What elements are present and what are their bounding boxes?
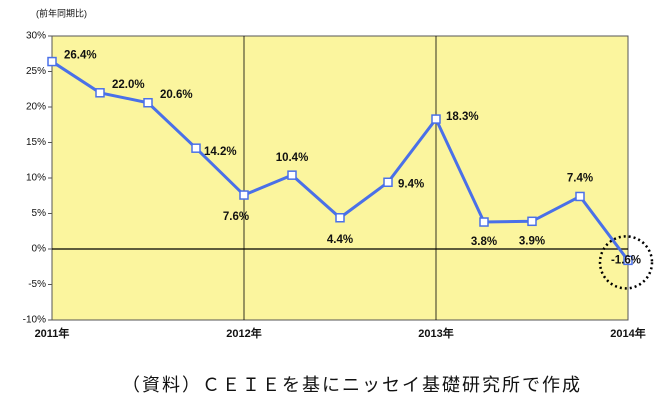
y-tick-label: 25% (26, 66, 46, 77)
point-marker (287, 170, 297, 180)
value-label: 20.6% (160, 89, 193, 101)
y-axis-label: (前年同期比) (36, 7, 87, 18)
x-tick-label: 2013年 (418, 326, 453, 340)
value-label: 22.0% (112, 79, 145, 91)
value-label: 3.9% (519, 235, 545, 247)
value-label: 14.2% (204, 146, 237, 158)
point-marker (143, 97, 153, 108)
value-label: 3.8% (471, 236, 497, 248)
y-tick-label: -10% (23, 315, 46, 326)
y-tick-label: 0% (32, 244, 47, 255)
caption: （資料）ＣＥＩＥを基にニッセイ基礎研究所で作成 (122, 375, 582, 395)
value-label: -1.6% (611, 254, 641, 266)
point-marker (335, 213, 345, 223)
plot-area (51, 35, 629, 321)
point-marker (431, 114, 441, 124)
point-marker (239, 190, 249, 200)
y-tick-label: 5% (32, 208, 47, 219)
x-tick-label: 2011年 (35, 326, 70, 340)
y-tick-label: -5% (28, 279, 46, 290)
y-tick-label: 15% (26, 137, 46, 148)
point-marker (191, 143, 201, 153)
value-label: 26.4% (64, 50, 97, 62)
value-label: 4.4% (327, 234, 353, 246)
value-label: 7.6% (223, 211, 249, 223)
value-label: 9.4% (398, 178, 424, 190)
y-tick-label: 10% (26, 173, 46, 184)
value-label: 10.4% (276, 152, 309, 164)
point-marker (575, 191, 585, 202)
value-label: 18.3% (446, 111, 479, 123)
point-marker (527, 216, 537, 227)
y-tick-label: 20% (26, 102, 46, 113)
x-tick-label: 2014年 (610, 326, 645, 340)
point-marker (383, 177, 393, 188)
highlight-circle (598, 235, 654, 290)
point-marker (623, 255, 633, 266)
value-label: 7.4% (567, 172, 593, 184)
point-marker (47, 56, 57, 67)
point-marker (479, 217, 489, 227)
y-tick-label: 30% (26, 31, 46, 42)
point-marker (95, 88, 105, 98)
x-tick-label: 2012年 (226, 326, 261, 340)
